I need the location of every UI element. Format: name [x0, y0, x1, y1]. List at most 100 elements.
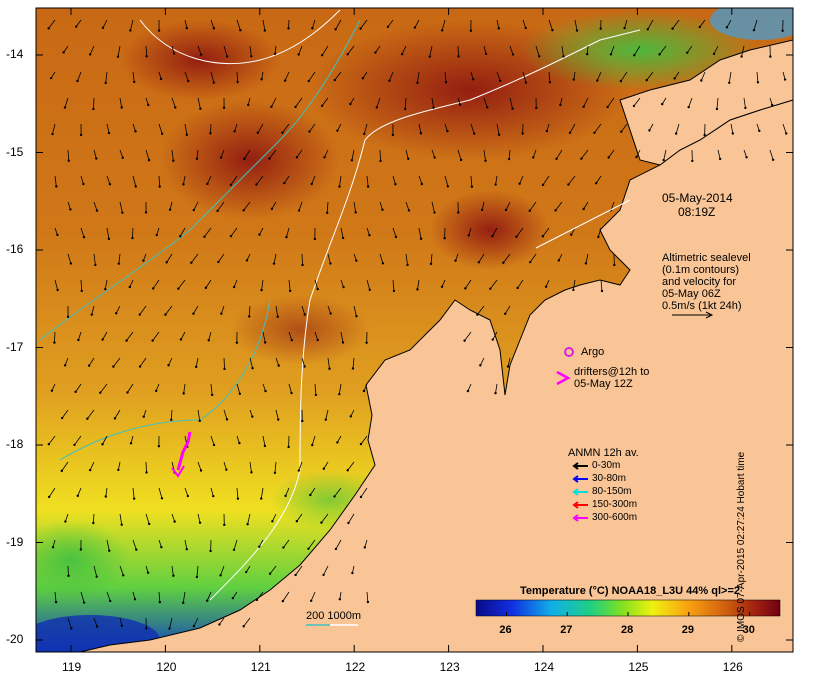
- velocity-vector-head: [225, 468, 228, 471]
- anmn-depth-arrow: [572, 475, 588, 483]
- velocity-vector: [444, 175, 449, 187]
- velocity-vector: [88, 357, 95, 366]
- velocity-vector: [594, 123, 602, 134]
- velocity-vector: [364, 539, 368, 548]
- velocity-vector-head: [559, 103, 562, 107]
- velocity-vector: [340, 279, 344, 288]
- velocity-vector: [351, 565, 355, 574]
- velocity-vector-head: [147, 522, 151, 526]
- velocity-vector-head: [212, 27, 216, 30]
- velocity-vector: [183, 175, 186, 185]
- velocity-vector-head: [250, 471, 253, 474]
- velocity-vector-head: [245, 259, 249, 262]
- velocity-vector-head: [209, 132, 212, 135]
- velocity-vector-head: [303, 313, 306, 316]
- velocity-vector: [699, 19, 706, 28]
- velocity-vector-head: [342, 285, 345, 289]
- velocity-vector-head: [557, 259, 560, 262]
- velocity-vector: [243, 617, 251, 627]
- velocity-vector-head: [333, 495, 336, 498]
- velocity-vector: [67, 253, 72, 264]
- velocity-vector: [351, 149, 355, 161]
- velocity-vector: [196, 149, 199, 159]
- velocity-vector-head: [781, 29, 784, 32]
- velocity-vector-head: [572, 288, 575, 292]
- velocity-vector-head: [126, 391, 129, 394]
- velocity-vector: [243, 149, 251, 160]
- velocity-vector-head: [151, 339, 154, 342]
- velocity-vector-head: [375, 106, 379, 109]
- velocity-vector: [483, 149, 486, 161]
- velocity-vector-head: [597, 235, 600, 239]
- velocity-vector-head: [433, 211, 436, 214]
- velocity-vector: [171, 45, 175, 54]
- velocity-vector-head: [217, 260, 220, 264]
- velocity-vector-head: [247, 103, 250, 107]
- velocity-vector-head: [128, 285, 132, 289]
- colorbar-tick-label: 27: [560, 624, 573, 636]
- velocity-vector-head: [258, 545, 261, 548]
- velocity-vector-head: [160, 545, 163, 549]
- velocity-vector: [743, 149, 747, 158]
- velocity-vector: [197, 513, 201, 523]
- velocity-vector: [80, 175, 84, 185]
- velocity-vector-head: [718, 157, 722, 161]
- velocity-vector: [558, 253, 563, 261]
- velocity-vector-head: [524, 81, 528, 84]
- velocity-vector: [262, 435, 266, 447]
- velocity-vector: [285, 487, 290, 497]
- velocity-vector-head: [232, 285, 236, 289]
- velocity-vector-head: [429, 262, 433, 266]
- velocity-vector-head: [146, 571, 150, 574]
- velocity-vector: [556, 149, 563, 160]
- velocity-vector-head: [108, 549, 111, 552]
- velocity-vector-head: [101, 443, 104, 446]
- velocity-vector-head: [584, 262, 588, 265]
- velocity-vector-head: [63, 364, 67, 367]
- colorbar-title: Temperature (°C) NOAA18_L3U 44% ql>=2: [520, 585, 740, 597]
- velocity-vector-head: [419, 237, 423, 240]
- velocity-vector: [688, 97, 693, 108]
- velocity-vector-head: [359, 27, 362, 30]
- velocity-vector-head: [320, 104, 324, 107]
- velocity-vector-head: [506, 365, 510, 368]
- velocity-vector-head: [620, 130, 623, 133]
- velocity-vector-head: [233, 130, 236, 133]
- velocity-vector-head: [320, 521, 323, 524]
- velocity-vector: [327, 253, 331, 264]
- velocity-vector: [210, 123, 212, 134]
- velocity-vector: [132, 227, 134, 239]
- velocity-vector-head: [290, 338, 293, 342]
- velocity-vector: [93, 149, 97, 159]
- velocity-vector: [132, 487, 135, 499]
- velocity-vector: [647, 19, 654, 30]
- velocity-vector: [117, 461, 121, 470]
- velocity-vector: [555, 201, 563, 211]
- velocity-vector-head: [333, 78, 337, 82]
- velocity-vector-head: [338, 185, 341, 188]
- velocity-vector-head: [674, 132, 678, 135]
- velocity-vector: [753, 19, 758, 31]
- velocity-vector: [286, 227, 290, 238]
- velocity-vector: [360, 487, 368, 498]
- velocity-vector-head: [285, 235, 288, 239]
- velocity-vector: [105, 487, 108, 497]
- velocity-vector: [247, 513, 251, 525]
- velocity-vector-head: [125, 339, 128, 342]
- velocity-vector-head: [212, 81, 216, 84]
- velocity-vector-head: [138, 313, 142, 316]
- velocity-vector: [347, 461, 355, 471]
- velocity-vector: [431, 97, 434, 108]
- velocity-vector-head: [77, 338, 80, 342]
- velocity-vector-head: [107, 237, 111, 241]
- velocity-vector: [234, 123, 238, 132]
- velocity-vector-head: [394, 183, 397, 186]
- velocity-vector-head: [386, 25, 390, 29]
- velocity-vector: [610, 201, 615, 211]
- velocity-vector-head: [731, 132, 735, 135]
- plot-frame: [35, 7, 794, 653]
- velocity-vector-head: [334, 547, 338, 551]
- velocity-vector: [309, 487, 316, 496]
- velocity-vector: [273, 253, 277, 264]
- velocity-vector-head: [354, 211, 357, 214]
